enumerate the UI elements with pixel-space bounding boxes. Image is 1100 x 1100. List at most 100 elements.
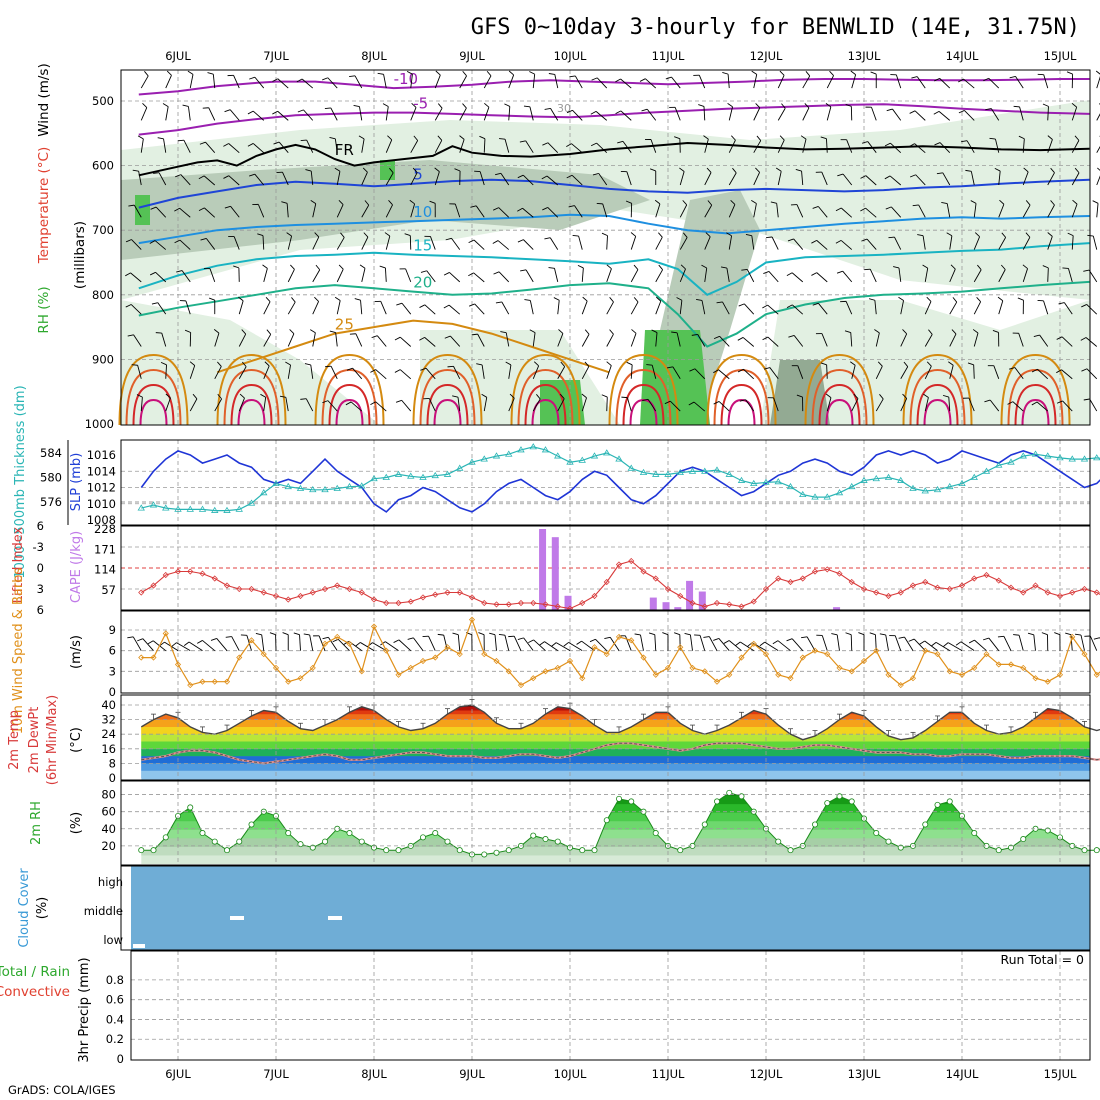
wind-speed-marker — [321, 640, 329, 647]
isotherm-line — [138, 103, 1090, 136]
thickness-marker — [235, 505, 243, 512]
wind-barb — [840, 207, 853, 218]
wind-barb — [796, 204, 804, 218]
rh-marker — [187, 804, 194, 811]
wind-barb — [889, 175, 902, 186]
lifted-index-marker — [1069, 589, 1076, 596]
wind-speed-marker — [383, 647, 390, 654]
wind-speed-marker — [897, 682, 904, 689]
wind-barb-flag — [346, 367, 353, 371]
thickness-marker — [590, 452, 599, 459]
wind-barb — [581, 334, 590, 347]
wind-barb — [946, 203, 951, 218]
thickness-marker — [1031, 450, 1040, 457]
wind-barb — [826, 75, 834, 89]
wind-barb-flag — [958, 110, 965, 114]
wind-barb — [704, 267, 708, 282]
thickness-marker — [835, 489, 844, 496]
wind-barb-flag — [713, 369, 719, 374]
slp-tick-label: 1008 — [87, 513, 116, 527]
wind-speed-marker — [1069, 633, 1076, 640]
wind-speed-marker — [530, 675, 537, 682]
wind-barb-flag — [737, 368, 744, 373]
wind-barb — [646, 108, 657, 121]
thickness-marker — [1093, 454, 1100, 461]
wind-barb — [1096, 76, 1100, 89]
wind-barb-flag — [836, 270, 843, 274]
wind-barb-flag — [517, 174, 524, 179]
wind-barb — [674, 107, 681, 121]
wind-barb-flag — [364, 200, 370, 206]
wind-barb — [581, 397, 587, 412]
wind-barb-flag — [329, 137, 336, 140]
surface-wind-barb — [806, 636, 816, 651]
wind-barb-flag — [609, 297, 614, 303]
wind-barb-flag — [903, 361, 909, 367]
wind-barb — [459, 139, 465, 153]
wind-barb-flag — [696, 299, 703, 301]
wind-barb-flag — [434, 167, 440, 172]
rh-marker — [812, 821, 819, 828]
surface-wind-barb — [1003, 636, 1012, 651]
lifted-index-marker — [395, 599, 402, 607]
surface-wind-barb — [188, 641, 203, 652]
wind-barb — [602, 203, 608, 218]
wind-barb-flag — [651, 329, 658, 333]
cloud-frame — [120, 865, 1091, 951]
wind-barb-flag — [1074, 167, 1080, 174]
wind-barb-flag — [500, 331, 507, 334]
wind-barb — [434, 107, 443, 121]
rh-marker — [358, 838, 365, 845]
wind-barb — [655, 203, 661, 218]
wind-barb — [698, 75, 706, 89]
wind-barb-flag — [296, 78, 303, 83]
wind-barb-flag — [1083, 398, 1090, 401]
wind-barb — [330, 107, 338, 121]
surface-wind-barb — [337, 639, 350, 651]
wind-barb — [1071, 235, 1074, 250]
lifted-index-marker — [811, 568, 819, 575]
wind-barb-flag — [435, 70, 441, 76]
surface-wind-barb — [924, 640, 938, 652]
lifted-index-marker — [640, 568, 647, 575]
wind-barb — [508, 106, 511, 121]
stability-panel: 6 -3 0 3 6 57 114 171 228 Lifted Index CAPE (J/kg) — [11, 519, 1100, 617]
surface-isotherm-arc — [531, 398, 560, 426]
lifted-index-tick-label: 6 — [37, 519, 44, 533]
surface-wind-barb-flag — [589, 638, 596, 643]
wind-barb — [157, 302, 167, 315]
wind-speed-marker — [640, 654, 647, 661]
wind-barb — [474, 303, 485, 315]
wind-barb-flag — [568, 205, 575, 208]
wind-barb — [802, 138, 807, 153]
surface-wind-barb — [216, 638, 228, 651]
wind-barb — [1018, 333, 1024, 347]
wind-barb-flag — [958, 78, 964, 83]
wind-barb — [989, 399, 1000, 412]
wind-barb — [802, 75, 811, 89]
temp-band-fill — [141, 719, 1090, 727]
wind-barb — [336, 300, 341, 315]
wind-barb-flag — [1072, 199, 1078, 205]
wind-barb — [995, 138, 1000, 153]
surface-wind-barb — [231, 636, 240, 651]
wind-barb — [973, 203, 977, 218]
wind-barb — [875, 332, 880, 347]
lifted-index-marker — [297, 592, 304, 600]
wind-barb — [1043, 74, 1049, 89]
wind-barb — [645, 78, 657, 89]
temp-band-fill — [141, 705, 1090, 707]
wind-barb — [620, 78, 632, 89]
wind-barb-flag — [751, 199, 757, 204]
lifted-index-marker — [468, 594, 476, 601]
surface-wind-barb-flag — [197, 640, 203, 644]
wind-barb-flag — [703, 135, 709, 140]
rh-marker — [579, 847, 586, 854]
rh-marker — [321, 838, 328, 845]
wind-barb-flag — [150, 206, 157, 210]
wind-barb-flag — [923, 393, 929, 398]
wind-barb-flag — [658, 232, 663, 238]
rh-marker — [530, 832, 537, 839]
wind-barb — [753, 203, 757, 218]
rh-marker — [616, 795, 623, 802]
